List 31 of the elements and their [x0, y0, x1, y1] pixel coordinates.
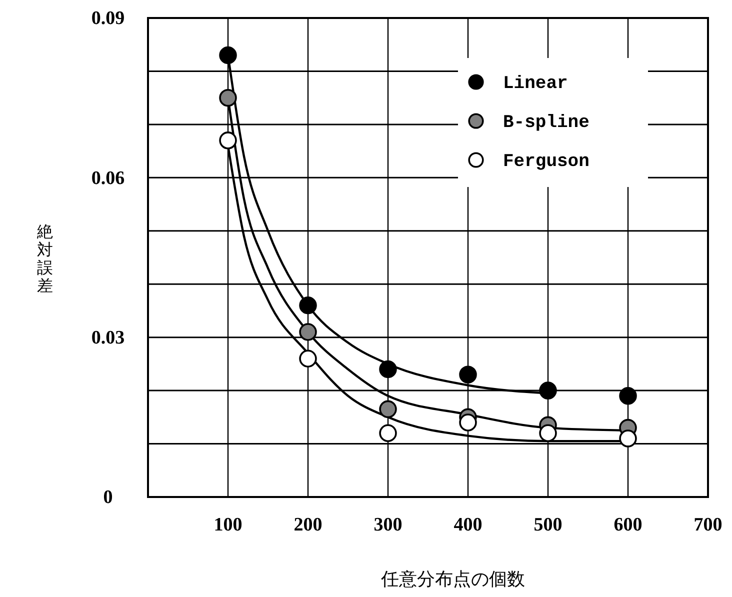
y-tick-label: 0.09	[91, 8, 125, 30]
point	[299, 323, 317, 341]
y-axis-title: 絶対誤差	[36, 222, 53, 295]
x-tick-label: 600	[614, 514, 642, 536]
point	[459, 366, 477, 384]
point	[379, 400, 397, 418]
point	[219, 46, 237, 64]
x-axis-title: 任意分布点の個数	[380, 569, 525, 590]
point	[299, 350, 317, 368]
x-tick-label: 400	[454, 514, 482, 536]
y-tick-label: 0	[103, 487, 113, 508]
x-tick-label: 500	[534, 514, 562, 536]
point	[379, 360, 397, 378]
x-tick-label: 200	[294, 514, 322, 536]
y-tick-label: 0.06	[91, 168, 125, 189]
point	[459, 414, 477, 432]
x-tick-label: 700	[694, 514, 722, 536]
point	[219, 132, 237, 150]
legend-label: Ferguson	[503, 152, 590, 172]
x-tick-label: 100	[214, 514, 242, 536]
point	[299, 296, 317, 314]
point	[539, 424, 557, 442]
point	[379, 424, 397, 442]
legend-label: B-spline	[503, 113, 590, 133]
point	[539, 382, 557, 400]
x-tick-label: 300	[374, 514, 402, 536]
point	[219, 88, 237, 107]
legend-label: Linear	[503, 74, 568, 94]
y-tick-label: 0.03	[91, 327, 125, 348]
point	[619, 387, 637, 405]
point	[619, 430, 637, 448]
